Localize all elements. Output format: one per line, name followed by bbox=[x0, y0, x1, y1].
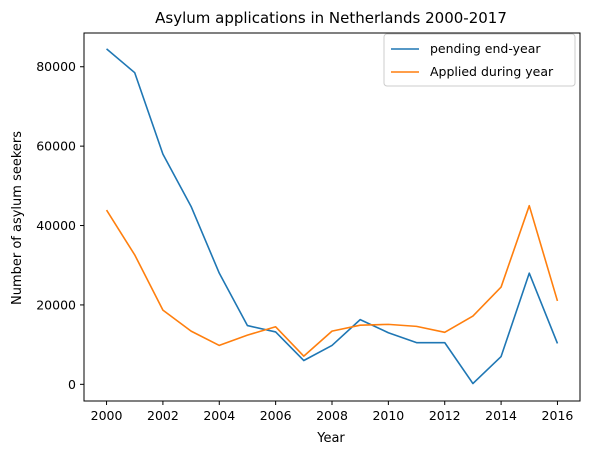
x-tick-label: 2014 bbox=[485, 408, 517, 423]
y-axis: 0 20000 40000 60000 80000 bbox=[36, 59, 84, 392]
x-axis-label: Year bbox=[316, 431, 345, 446]
y-axis-label: Number of asylum seekers bbox=[10, 131, 25, 305]
y-tick-label: 40000 bbox=[36, 218, 76, 233]
series-line-0 bbox=[106, 48, 559, 385]
x-tick-label: 2006 bbox=[260, 408, 292, 423]
y-tick-label: 20000 bbox=[36, 297, 76, 312]
series-group bbox=[105, 48, 559, 385]
x-tick-label: 2016 bbox=[542, 408, 574, 423]
legend-label-pending: pending end-year bbox=[430, 41, 541, 56]
y-tick-label: 60000 bbox=[36, 139, 76, 154]
chart-title: Asylum applications in Netherlands 2000-… bbox=[155, 9, 507, 27]
x-tick-label: 2002 bbox=[147, 408, 179, 423]
legend-box bbox=[383, 33, 576, 87]
x-axis: 2000 2002 2004 2006 2008 2010 2012 2014 2016 bbox=[91, 401, 574, 423]
x-tick-label: 2010 bbox=[372, 408, 404, 423]
x-tick-label: 2008 bbox=[316, 408, 348, 423]
x-tick-label: 2000 bbox=[91, 408, 123, 423]
x-tick-label: 2004 bbox=[203, 408, 235, 423]
y-tick-label: 80000 bbox=[36, 59, 76, 74]
x-tick-label: 2012 bbox=[429, 408, 461, 423]
legend: pending end-year Applied during year bbox=[383, 33, 576, 87]
series-line-1 bbox=[105, 204, 559, 357]
y-tick-label: 0 bbox=[68, 377, 76, 392]
legend-label-applied: Applied during year bbox=[430, 64, 554, 79]
